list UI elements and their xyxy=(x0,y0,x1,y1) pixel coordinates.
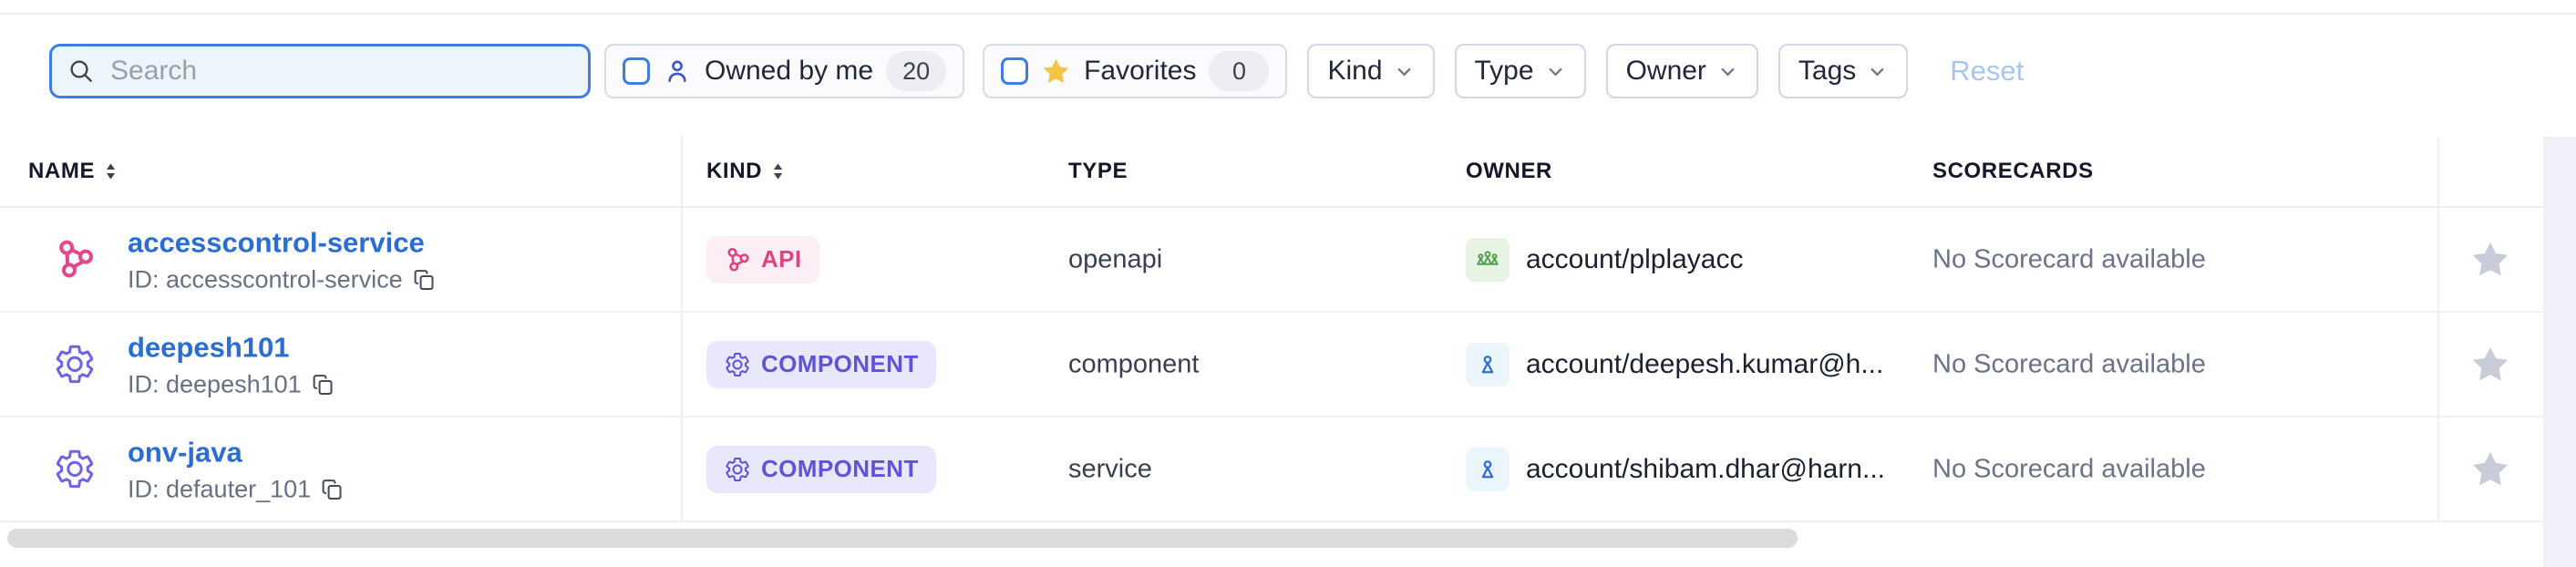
copy-icon[interactable] xyxy=(311,372,335,397)
favorites-label: Favorites xyxy=(1084,56,1197,86)
owner-dropdown-label: Owner xyxy=(1625,56,1706,86)
type-value: component xyxy=(1068,349,1200,378)
gear-icon xyxy=(724,456,751,483)
owned-by-me-label: Owned by me xyxy=(705,56,874,86)
catalog-table: NAME KIND TYPE OWNER SCORECARDS xyxy=(0,137,2543,522)
tags-dropdown-label: Tags xyxy=(1798,56,1857,86)
search-box[interactable] xyxy=(49,44,591,98)
type-value: openapi xyxy=(1068,244,1163,273)
table-row: onv-java ID: defauter_101 xyxy=(0,418,2543,522)
gear-icon xyxy=(724,351,751,378)
star-icon xyxy=(2472,242,2509,275)
owner-value: account/shibam.dhar@harn... xyxy=(1466,447,1885,491)
copy-icon[interactable] xyxy=(412,267,437,292)
page-background-strip xyxy=(2543,137,2576,567)
type-dropdown[interactable]: Type xyxy=(1454,44,1586,98)
sort-icon xyxy=(773,163,783,180)
tags-dropdown[interactable]: Tags xyxy=(1777,44,1909,98)
favorites-count: 0 xyxy=(1209,51,1270,91)
entity-name-link[interactable]: accesscontrol-service xyxy=(128,225,425,258)
owned-by-me-checkbox[interactable] xyxy=(623,57,650,85)
column-header-type: TYPE xyxy=(1068,159,1128,183)
column-header-owner: OWNER xyxy=(1466,159,1552,183)
chevron-down-icon xyxy=(1867,61,1888,82)
favorite-star-button[interactable] xyxy=(2437,418,2543,521)
type-value: service xyxy=(1068,454,1152,483)
owned-by-me-filter[interactable]: Owned by me 20 xyxy=(604,44,965,98)
table-row: deepesh101 ID: deepesh101 xyxy=(0,313,2543,418)
owner-value: account/plplayacc xyxy=(1466,237,1743,282)
table-header: NAME KIND TYPE OWNER SCORECARDS xyxy=(0,137,2543,208)
entity-name-link[interactable]: onv-java xyxy=(128,435,242,468)
api-icon xyxy=(724,246,751,273)
scorecard-status: No Scorecard available xyxy=(1932,244,2206,273)
person-icon xyxy=(663,57,692,86)
gear-icon xyxy=(53,448,97,491)
owned-by-me-count: 20 xyxy=(886,51,947,91)
type-dropdown-label: Type xyxy=(1474,56,1534,86)
favorites-checkbox[interactable] xyxy=(1001,57,1029,85)
gear-icon xyxy=(53,343,97,387)
kind-badge: API xyxy=(706,235,819,284)
owner-dropdown[interactable]: Owner xyxy=(1605,44,1758,98)
sort-icon xyxy=(106,163,116,180)
group-icon xyxy=(1466,237,1510,282)
kind-badge: COMPONENT xyxy=(706,445,936,493)
chevron-down-icon xyxy=(1394,61,1415,82)
entity-id: ID: accesscontrol-service xyxy=(128,265,403,294)
copy-icon[interactable] xyxy=(320,477,345,501)
chevron-down-icon xyxy=(1717,61,1738,82)
person-icon xyxy=(1466,447,1510,491)
favorites-filter[interactable]: Favorites 0 xyxy=(983,44,1288,98)
star-icon xyxy=(2472,451,2509,485)
search-input[interactable] xyxy=(108,55,573,88)
kind-badge: COMPONENT xyxy=(706,340,936,388)
filter-bar: Owned by me 20 Favorites 0 Kind Type xyxy=(49,44,2024,98)
column-header-kind[interactable]: KIND xyxy=(706,159,786,184)
top-divider xyxy=(0,13,2576,15)
kind-dropdown[interactable]: Kind xyxy=(1307,44,1435,98)
column-divider xyxy=(681,137,683,522)
api-icon xyxy=(53,238,97,282)
search-icon xyxy=(67,57,96,86)
scorecard-status: No Scorecard available xyxy=(1932,454,2206,483)
reset-button[interactable]: Reset xyxy=(1950,55,2025,87)
favorite-star-button[interactable] xyxy=(2437,208,2543,311)
favorite-star-button[interactable] xyxy=(2437,313,2543,416)
owner-value: account/deepesh.kumar@h... xyxy=(1466,342,1883,387)
horizontal-scrollbar[interactable] xyxy=(7,529,1798,548)
person-icon xyxy=(1466,342,1510,387)
entity-id: ID: deepesh101 xyxy=(128,370,302,398)
column-header-name[interactable]: NAME xyxy=(28,159,118,184)
entity-id: ID: defauter_101 xyxy=(128,475,312,503)
column-header-scorecards: SCORECARDS xyxy=(1932,159,2094,183)
chevron-down-icon xyxy=(1545,61,1566,82)
star-icon xyxy=(1041,57,1071,87)
column-divider xyxy=(2437,137,2439,522)
scorecard-status: No Scorecard available xyxy=(1932,349,2206,378)
entity-name-link[interactable]: deepesh101 xyxy=(128,330,290,363)
table-row: accesscontrol-service ID: accesscontrol-… xyxy=(0,208,2543,313)
star-icon xyxy=(2472,346,2509,380)
kind-dropdown-label: Kind xyxy=(1327,56,1383,86)
